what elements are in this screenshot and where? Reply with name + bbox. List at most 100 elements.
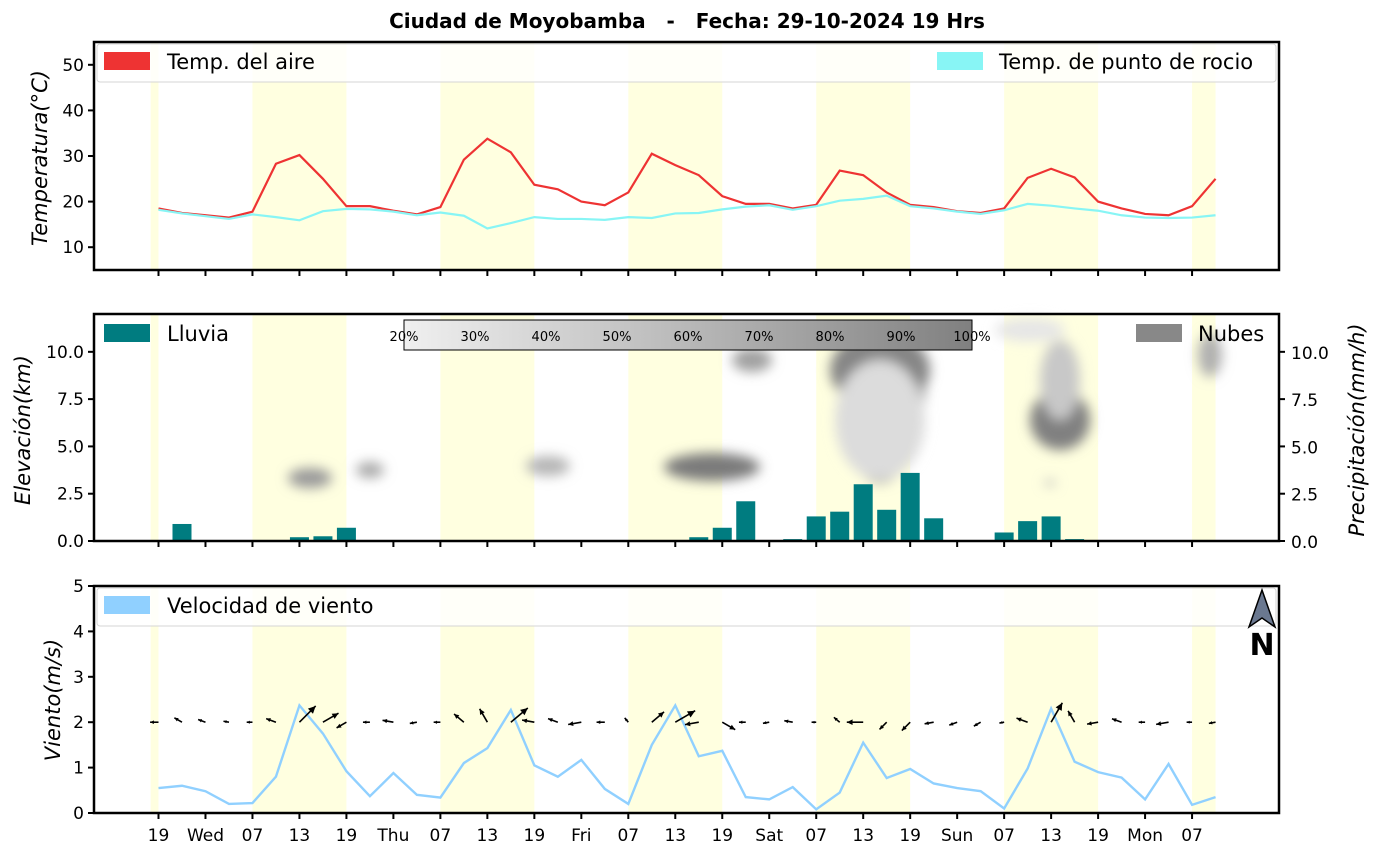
north-label: N [1249, 628, 1274, 663]
temp-line [158, 137, 1217, 219]
x-tick-label: Wed [187, 826, 224, 846]
daylight-band [1192, 586, 1216, 813]
wind-arrow-head [198, 719, 203, 723]
rain-bars [172, 472, 1108, 541]
temperature-legend: Temp. del aire Temp. de punto de rocio [96, 43, 1277, 83]
wind-arrow-head [924, 721, 929, 726]
y-tick-label: 30 [62, 147, 84, 167]
wind-arrow-head [596, 720, 601, 725]
wind-arrow-head [949, 722, 954, 726]
wind-arrow-head [568, 721, 574, 727]
cloud-patch [664, 453, 760, 481]
wind-arrow-head [1208, 721, 1213, 725]
temperature-y-label: Temperatura(°C) [28, 70, 52, 246]
rain-bar [689, 537, 709, 541]
x-tick-label: 19 [148, 826, 170, 846]
x-tick-label: 19 [1087, 826, 1109, 846]
x-tick-label: 13 [1040, 826, 1062, 846]
wind-arrow-head [1055, 702, 1063, 711]
temperature-lines [158, 137, 1217, 230]
y-tick-label: 20 [62, 193, 84, 213]
colorbar-label: 40% [532, 330, 561, 345]
x-tick-label: 07 [617, 826, 639, 846]
x-tick-label: 07 [242, 826, 264, 846]
cloud-patch [288, 468, 332, 488]
temperature-x-ticks [157, 270, 1194, 276]
wind-arrow-head [784, 719, 789, 724]
x-tick-label: 19 [711, 826, 733, 846]
cloud-colorbar: 20% 30% 40% 50% 60% 70% 80% 90% 100% [390, 319, 991, 351]
cloud-patch [1040, 340, 1080, 420]
wind-arrow-head [174, 717, 179, 722]
cloud-patch [1198, 333, 1222, 377]
wind-arrow-head [729, 724, 736, 730]
wind-arrow-head [336, 723, 342, 728]
x-tick-label: 07 [993, 826, 1015, 846]
wind-arrow-head [246, 720, 250, 724]
wind-y-label: Viento(m/s) [41, 639, 65, 761]
y-tick-label: 2 [73, 713, 84, 733]
rain-bar [853, 484, 873, 541]
rain-bar [712, 527, 732, 541]
cloud-contours [288, 318, 1222, 488]
x-tick-label: 07 [430, 826, 452, 846]
y-tick-label: 50 [62, 56, 84, 76]
cloud-patch [835, 360, 925, 480]
y-tick-label: 40 [62, 101, 84, 121]
x-tick-label: 19 [524, 826, 546, 846]
wind-arrow-head [454, 713, 460, 719]
rain-bar [994, 532, 1014, 541]
wind-arrow-head [846, 719, 853, 725]
wind-arrow-head [1156, 721, 1162, 726]
colorbar-gradient [403, 319, 973, 351]
wind-speed-line [158, 702, 1216, 811]
legend-box [96, 587, 1277, 627]
colorbar-label: 100% [953, 330, 990, 345]
precipitation-y-label: Precipitación(mm/h) [1345, 323, 1369, 536]
daylight-band [150, 586, 159, 813]
chart-title: Ciudad de Moyobamba - Fecha: 29-10-2024 … [389, 9, 985, 33]
daylight-band [440, 314, 535, 541]
y-tick-label-right: 5.0 [1291, 438, 1318, 458]
colorbar-labels: 20% 30% 40% 50% 60% 70% 80% 90% 100% [390, 330, 991, 345]
y-tick-label-right: 0.0 [1291, 533, 1318, 553]
colorbar-label: 60% [674, 330, 703, 345]
rain-bar [900, 472, 920, 541]
wind-arrow-head [879, 724, 884, 730]
legend-swatch-temp [104, 52, 150, 70]
temperature-panel: 10 20 30 40 50 Temperatura(°C) Temp. del air… [28, 40, 1281, 276]
wind-arrow-head [223, 720, 227, 724]
precipitation-x-ticks [157, 541, 1194, 547]
daylight-band [150, 314, 159, 541]
wind-arrow-head [973, 722, 978, 727]
x-tick-label: 13 [477, 826, 499, 846]
x-tick-label: Sat [755, 826, 783, 846]
daylight-band [252, 314, 347, 541]
y-tick-label: 5 [73, 577, 84, 597]
wind-arrow-head [901, 725, 907, 731]
rain-bar [336, 527, 356, 541]
north-arrow-icon: N [1247, 587, 1277, 663]
wind-arrow-head [624, 717, 628, 722]
x-tick-label: 13 [852, 826, 874, 846]
wind-arrow-head [999, 721, 1003, 724]
daylight-band [1192, 42, 1216, 270]
wind-plot-frame [92, 584, 1281, 815]
x-tick-label: 13 [289, 826, 311, 846]
y-tick-label: 3 [73, 668, 84, 688]
wind-arrow-head [479, 708, 485, 715]
precipitation-y-ticks: 0.0 2.5 5.0 7.5 10.0 [1279, 344, 1329, 553]
y-tick-label: 2.5 [57, 485, 84, 505]
colorbar-label: 80% [816, 330, 845, 345]
wind-legend: Velocidad de viento [96, 587, 1277, 627]
y-tick-label: 5.0 [57, 437, 84, 457]
y-tick-label: 10 [62, 238, 84, 258]
wind-arrow-head [1186, 720, 1190, 724]
x-tick-label: 19 [899, 826, 921, 846]
x-tick-label: 19 [336, 826, 358, 846]
legend-swatch-dew [937, 52, 983, 70]
rain-bar [313, 536, 333, 541]
rain-bar [736, 501, 756, 541]
temperature-y-ticks: 10 20 30 40 50 [62, 56, 94, 258]
legend-label-clouds: Nubes [1198, 322, 1264, 346]
